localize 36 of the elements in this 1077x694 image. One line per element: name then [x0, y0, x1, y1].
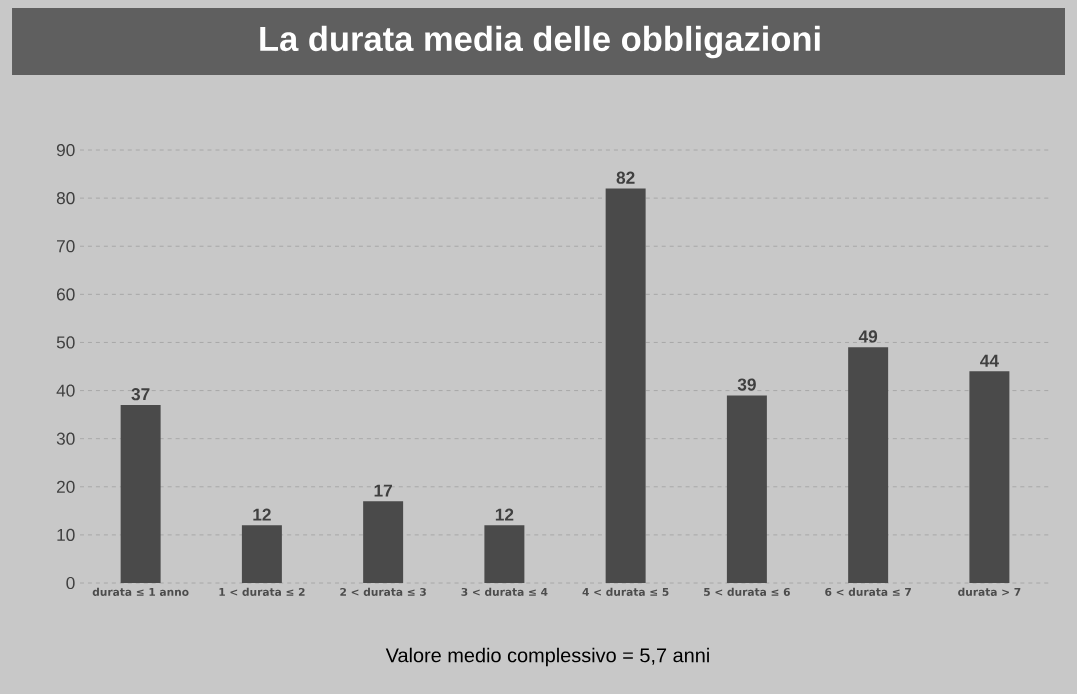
x-tick-label: 1 < durata ≤ 2 — [219, 587, 305, 596]
x-tick-label: 2 < durata ≤ 3 — [340, 587, 426, 596]
text: Valore medio complessivo = 5,7 anni — [385, 647, 709, 667]
chart-title: La durata media delle obbligazioni — [260, 25, 820, 59]
bar — [605, 188, 646, 584]
y-tick-label: 60 — [56, 288, 75, 301]
bar — [484, 525, 525, 584]
x-tick-label: 4 < durata ≤ 5 — [582, 587, 669, 596]
x-tick-label: durata ≤ 1 anno — [92, 587, 189, 596]
x-tick-label: durata > 7 — [958, 587, 1021, 596]
data-label: 17 — [374, 484, 392, 497]
bar — [363, 501, 404, 584]
bar — [120, 405, 161, 584]
y-tick-label: 90 — [56, 143, 75, 157]
y-tick-label: 10 — [57, 528, 75, 542]
y-tick-label: 50 — [56, 336, 75, 349]
bar — [241, 525, 282, 584]
data-label: 12 — [495, 508, 514, 521]
x-tick-label: 3 < durata ≤ 4 — [461, 587, 548, 596]
data-label: 37 — [131, 388, 150, 401]
x-tick-label: 5 < durata ≤ 6 — [704, 587, 790, 596]
x-tick-label: 6 < durata ≤ 7 — [825, 587, 911, 596]
data-label: 82 — [616, 171, 635, 184]
bar — [848, 347, 889, 584]
y-tick-label: 0 — [66, 576, 75, 590]
data-label: 49 — [858, 330, 878, 343]
data-label: 39 — [737, 378, 756, 391]
bar — [726, 395, 767, 584]
y-tick-label: 70 — [57, 240, 75, 253]
bar — [969, 371, 1010, 584]
y-tick-label: 30 — [56, 432, 75, 445]
data-label: 12 — [253, 508, 271, 521]
y-tick-label: 80 — [56, 192, 75, 205]
y-tick-label: 20 — [56, 480, 75, 493]
y-tick-label: 40 — [56, 384, 75, 397]
data-label: 44 — [980, 354, 999, 367]
